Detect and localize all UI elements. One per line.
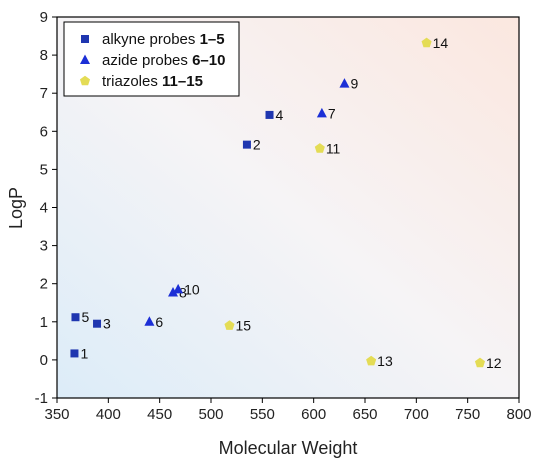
data-point-6 xyxy=(144,316,155,326)
point-label-15: 15 xyxy=(235,318,251,334)
x-tick-label: 500 xyxy=(198,406,223,423)
legend-marker-square xyxy=(81,35,89,43)
y-axis-title: LogP xyxy=(6,187,26,229)
x-tick-label: 450 xyxy=(147,406,172,423)
x-axis-title: Molecular Weight xyxy=(219,438,358,458)
legend: alkyne probes 1–5 azide probes 6–10 triazo… xyxy=(63,21,240,97)
point-label-14: 14 xyxy=(433,35,449,51)
point-label-10: 10 xyxy=(184,281,200,297)
point-label-9: 9 xyxy=(350,76,358,92)
legend-label: alkyne probes 1–5 xyxy=(102,31,225,48)
data-point-8 xyxy=(168,286,179,297)
legend-marker-triangle xyxy=(80,54,90,64)
data-point-10 xyxy=(173,283,184,294)
point-label-2: 2 xyxy=(253,137,261,153)
data-point-1 xyxy=(70,349,79,358)
y-tick-label: 7 xyxy=(40,85,48,102)
data-point-4 xyxy=(265,110,274,119)
legend-marker-pentagon xyxy=(79,75,91,86)
point-label-13: 13 xyxy=(377,353,393,369)
point-label-8: 8 xyxy=(179,284,187,300)
legend-box xyxy=(63,21,240,97)
legend-label: azide probes 6–10 xyxy=(102,52,225,69)
x-tick-label: 550 xyxy=(250,406,275,423)
x-tick-label: 750 xyxy=(455,406,480,423)
y-tick-label: 0 xyxy=(40,352,48,369)
x-tick-label: 350 xyxy=(44,406,69,423)
data-point-3 xyxy=(93,319,102,328)
x-tick-label: 700 xyxy=(404,406,429,423)
point-label-7: 7 xyxy=(328,105,336,121)
x-tick-label: 800 xyxy=(506,406,531,423)
x-tick-label: 650 xyxy=(352,406,377,423)
point-label-4: 4 xyxy=(276,107,284,123)
point-label-1: 1 xyxy=(80,345,88,361)
point-label-3: 3 xyxy=(103,316,111,332)
y-tick-label: 9 xyxy=(40,9,48,26)
y-tick-label: 3 xyxy=(40,238,48,255)
point-label-12: 12 xyxy=(486,355,502,371)
axis-ticks: 350 400 450 500 550 600 650 700 750 800-101234567… xyxy=(35,9,532,423)
y-tick-label: -1 xyxy=(35,390,48,407)
point-label-11: 11 xyxy=(326,140,341,156)
data-point-13 xyxy=(366,355,377,366)
data-point-5 xyxy=(71,313,80,322)
y-tick-label: 1 xyxy=(40,314,48,331)
data-point-7 xyxy=(316,107,327,118)
y-tick-label: 4 xyxy=(40,200,48,217)
y-tick-label: 8 xyxy=(40,47,48,64)
data-point-2 xyxy=(242,140,251,149)
y-tick-label: 5 xyxy=(40,161,48,178)
legend-label: triazoles 11–15 xyxy=(102,73,203,90)
x-tick-label: 600 xyxy=(301,406,326,423)
data-point-12 xyxy=(474,357,486,368)
data-point-15 xyxy=(224,320,235,330)
point-label-6: 6 xyxy=(155,314,163,330)
data-point-9 xyxy=(339,78,350,88)
x-tick-label: 400 xyxy=(96,406,121,423)
y-tick-label: 6 xyxy=(40,123,48,140)
point-label-5: 5 xyxy=(81,309,89,325)
data-point-11 xyxy=(314,143,325,153)
data-point-14 xyxy=(421,37,432,48)
y-tick-label: 2 xyxy=(40,276,48,293)
